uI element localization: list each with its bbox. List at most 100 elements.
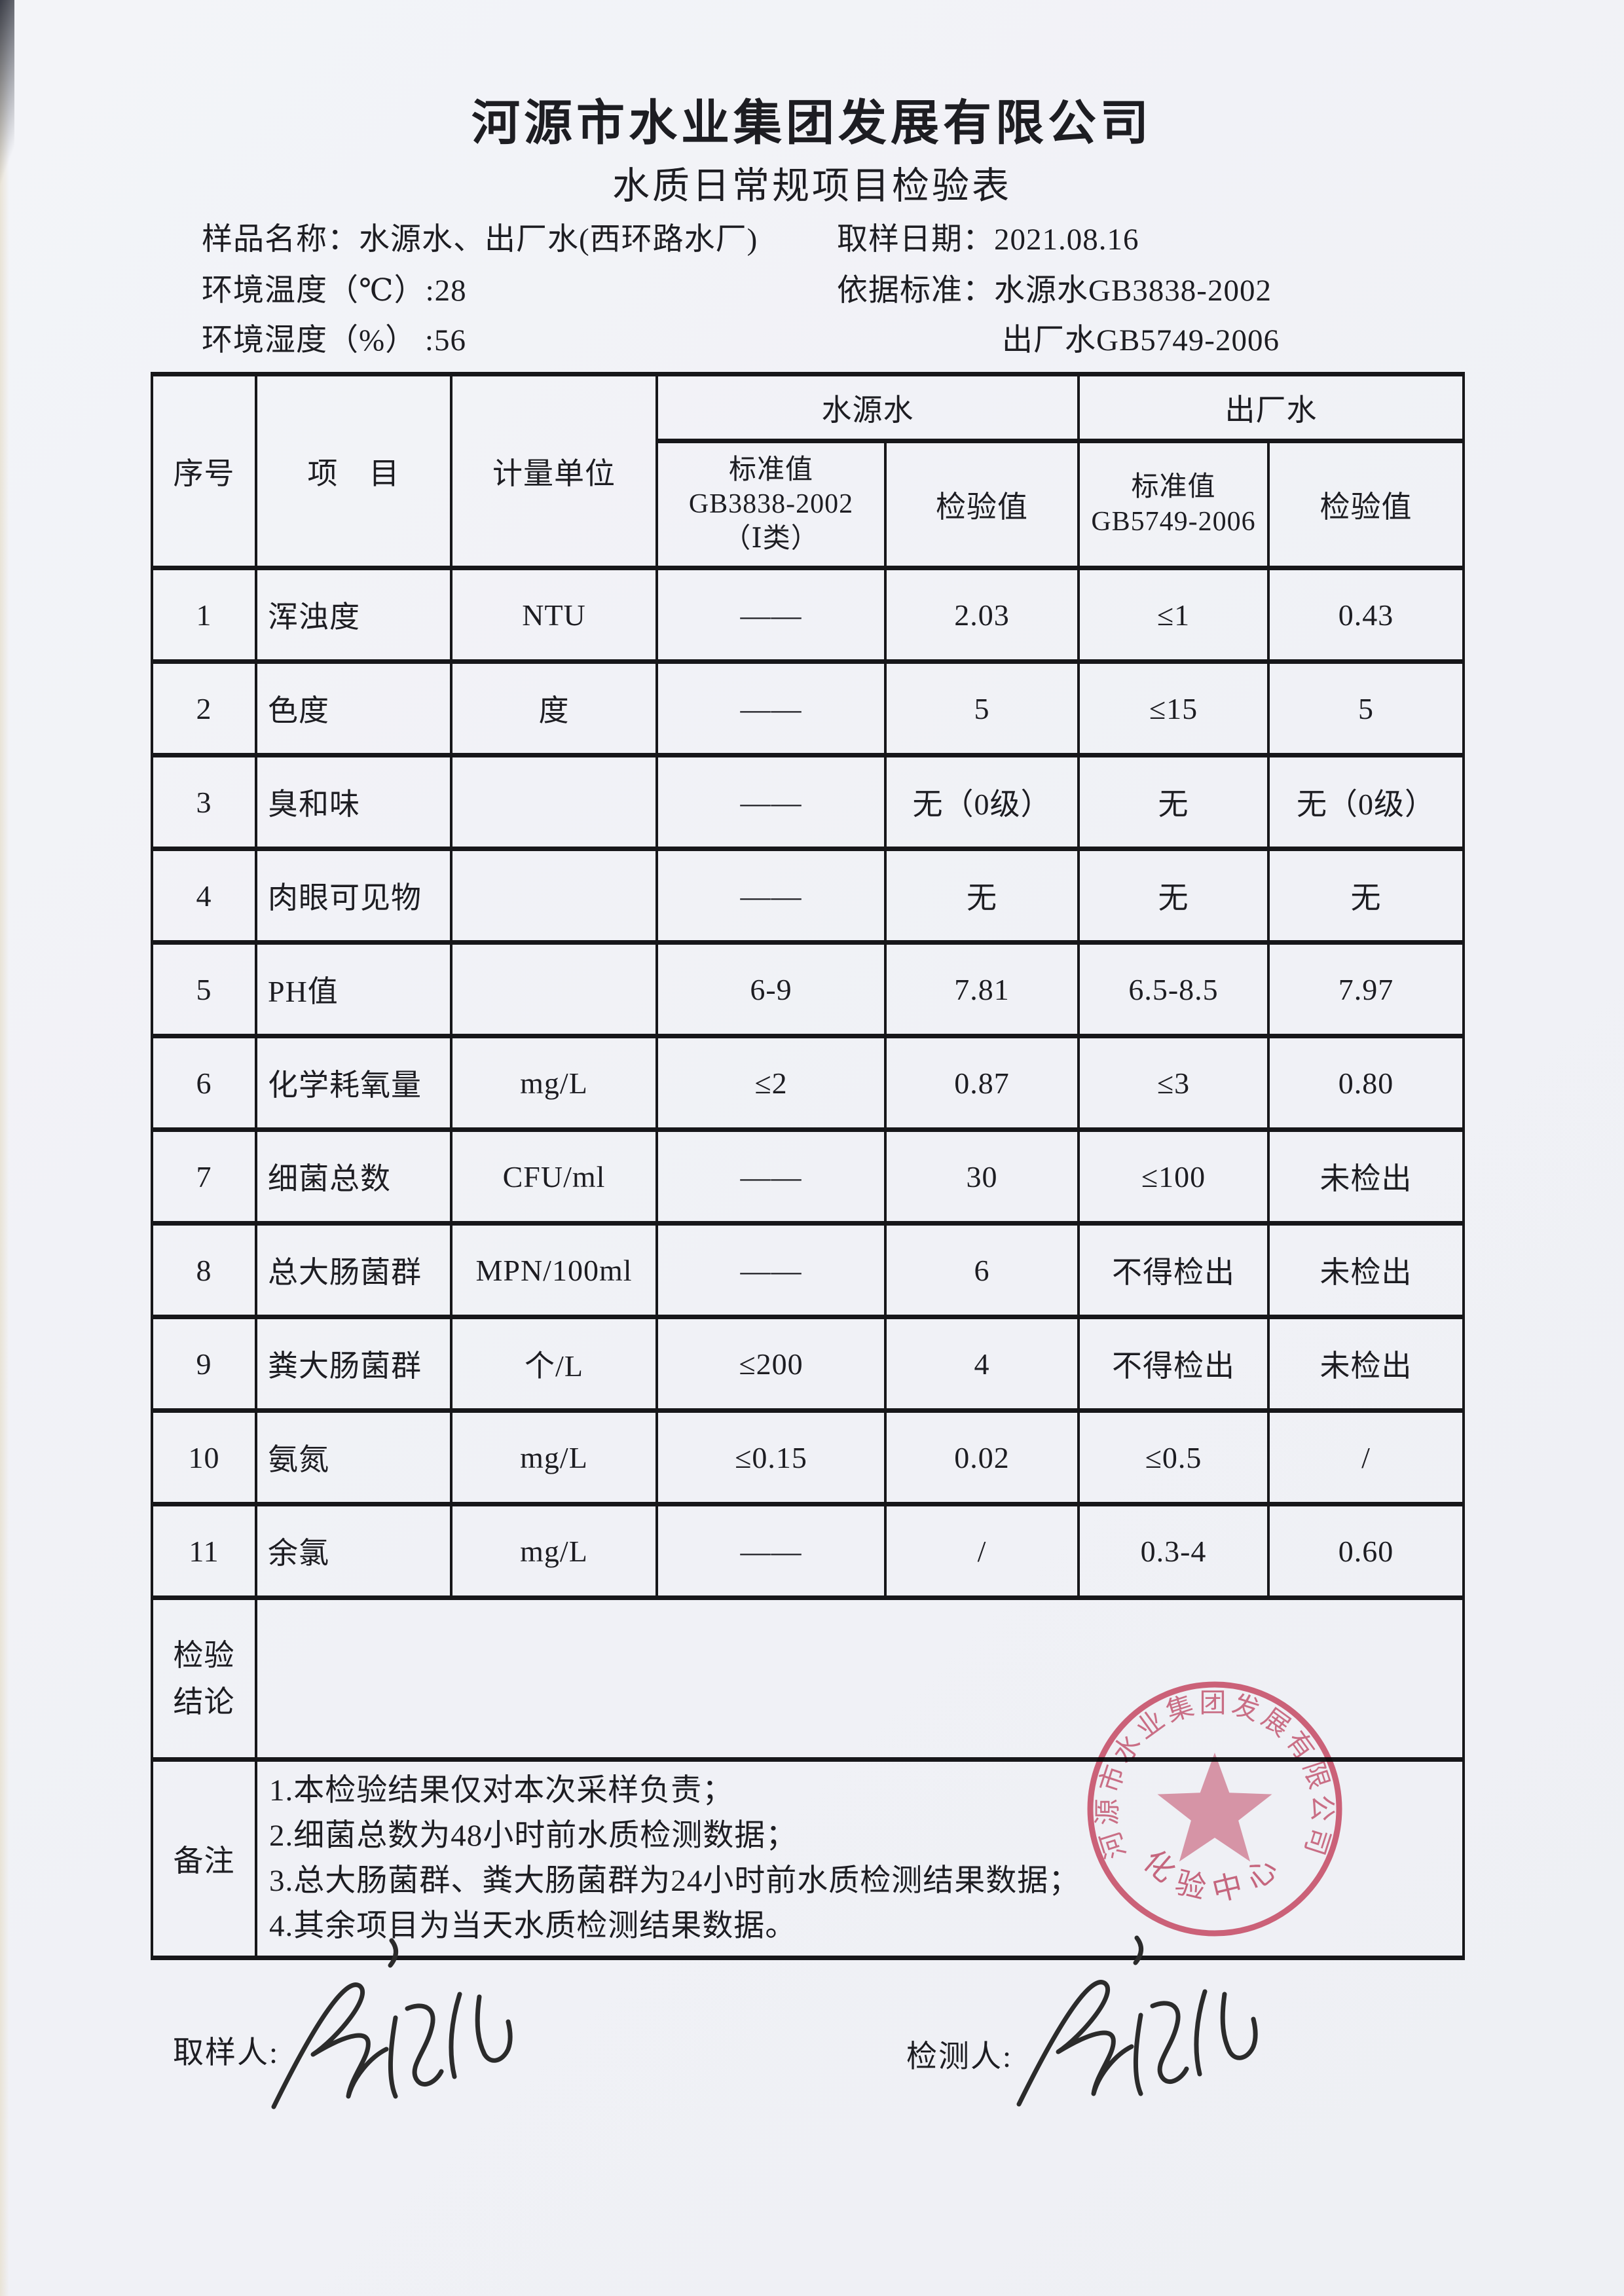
- cell-val-factory: 未检出: [1267, 1221, 1465, 1319]
- company-title: 河源市水业集团发展有限公司: [471, 97, 1153, 151]
- tester-label: 检测人:: [906, 2040, 1013, 2074]
- tester-signature: [1016, 1935, 1258, 2107]
- humidity-label: 环境湿度（%） :: [202, 323, 434, 357]
- table-row: 9 粪大肠菌群 个/L ≤200 4 不得检出 未检出: [151, 1315, 1465, 1413]
- cell-std-factory: 无: [1077, 753, 1270, 851]
- sampler-label: 取样人:: [173, 2036, 280, 2070]
- cell-val-source: 无: [884, 847, 1080, 945]
- cell-std-factory: 0.3-4: [1077, 1502, 1270, 1600]
- ambient-humidity-line: 环境湿度（%） :56: [202, 314, 466, 359]
- cell-no: 6: [151, 1034, 257, 1132]
- cell-no: 11: [151, 1502, 257, 1600]
- seal-star: [1157, 1753, 1272, 1862]
- company-seal: 河源市水业集团发展有限公司 化验中心: [1087, 1681, 1342, 1937]
- cell-val-source: 0.87: [884, 1034, 1080, 1132]
- water-quality-table: 序号 项 目 计量单位 水源水 出厂水 标准值 GB3838-2002 （Ⅰ类）…: [151, 372, 1465, 1960]
- standard-label: 依据标准：: [837, 274, 994, 308]
- cell-std-factory: ≤15: [1077, 659, 1270, 757]
- cell-unit: CFU/ml: [450, 1127, 658, 1226]
- cell-unit: mg/L: [450, 1408, 658, 1506]
- sample-name-label: 样品名称：: [202, 223, 359, 257]
- sampling-date-line: 取样日期：2021.08.16: [837, 213, 1139, 259]
- table-row: 3 臭和味 —— 无（0级） 无 无（0级）: [151, 753, 1465, 851]
- standard-source-water: 水源水GB3838-2002: [994, 274, 1272, 308]
- cell-val-factory: /: [1267, 1408, 1465, 1506]
- cell-std-factory: ≤3: [1077, 1034, 1270, 1132]
- ambient-temperature-line: 环境温度（℃）:28: [202, 264, 467, 310]
- humidity-value: 56: [434, 323, 466, 357]
- cell-no: 3: [151, 753, 257, 851]
- cell-val-source: 5: [884, 659, 1080, 757]
- sampling-date-label: 取样日期：: [837, 223, 994, 257]
- sampler-signature: [271, 1938, 513, 2109]
- svg-text:化验中心: 化验中心: [1137, 1844, 1293, 1908]
- scan-corner-shadow: [0, 0, 14, 210]
- sample-name-value: 水源水、出厂水(西环路水厂): [359, 223, 758, 257]
- seal-center-text: 化验中心: [1137, 1844, 1281, 1908]
- group-header-source-water: 水源水: [655, 372, 1080, 443]
- cell-std-source: ——: [655, 659, 887, 757]
- col-header-item: 项 目: [255, 372, 452, 570]
- cell-val-source: 0.02: [884, 1408, 1080, 1506]
- cell-no: 1: [151, 566, 257, 664]
- cell-val-source: 2.03: [884, 566, 1080, 664]
- temperature-label: 环境温度（℃）:: [202, 274, 435, 308]
- standard-label-line: 标准值: [1131, 472, 1216, 502]
- cell-item: 化学耗氧量: [255, 1034, 452, 1132]
- table-row: 5 PH值 6-9 7.81 6.5-8.5 7.97: [151, 940, 1465, 1038]
- cell-unit: [450, 940, 658, 1038]
- table-row: 10 氨氮 mg/L ≤0.15 0.02 ≤0.5 /: [151, 1408, 1465, 1506]
- remark-line: 3.总大肠菌群、粪大肠菌群为24小时前水质检测结果数据；: [269, 1864, 1080, 1898]
- form-title: 水质日常规项目检验表: [612, 166, 1012, 207]
- cell-std-source: ——: [655, 847, 887, 945]
- table-header-row-2: 标准值 GB3838-2002 （Ⅰ类） 检验值 标准值 GB5749-2006…: [152, 439, 1465, 570]
- cell-std-source: ≤2: [655, 1034, 887, 1132]
- table-row: 4 肉眼可见物 —— 无 无 无: [151, 847, 1465, 945]
- table-row: 2 色度 度 —— 5 ≤15 5: [151, 659, 1465, 757]
- cell-item: 粪大肠菌群: [255, 1315, 452, 1413]
- table-row: 7 细菌总数 CFU/ml —— 30 ≤100 未检出: [151, 1127, 1465, 1226]
- group-header-factory-water: 出厂水: [1077, 372, 1465, 443]
- conclusion-label-line: 结论: [173, 1685, 235, 1719]
- remark-line: 2.细菌总数为48小时前水质检测数据；: [269, 1819, 798, 1853]
- col-header-checkvalue-factory: 检验值: [1267, 439, 1465, 570]
- cell-no: 4: [151, 847, 257, 945]
- sampling-date-value: 2021.08.16: [994, 223, 1139, 257]
- cell-unit: NTU: [450, 566, 658, 664]
- cell-std-factory: ≤1: [1077, 566, 1270, 664]
- cell-no: 7: [151, 1127, 257, 1226]
- col-header-unit: 计量单位: [450, 372, 658, 570]
- cell-val-source: /: [884, 1502, 1080, 1600]
- cell-val-factory: 未检出: [1267, 1127, 1465, 1226]
- remark-line: 4.其余项目为当天水质检测结果数据。: [269, 1909, 797, 1943]
- cell-val-source: 4: [884, 1315, 1080, 1413]
- cell-unit: 度: [450, 659, 658, 757]
- cell-std-source: ——: [655, 1127, 887, 1226]
- standard-class-line: （Ⅰ类）: [723, 523, 819, 554]
- conclusion-row: 检验 结论: [151, 1595, 1465, 1762]
- cell-item: 氨氮: [255, 1408, 452, 1506]
- cell-item: 余氯: [255, 1502, 452, 1600]
- cell-unit: 个/L: [450, 1315, 658, 1413]
- cell-val-factory: 0.80: [1267, 1034, 1465, 1132]
- scan-left-edge: [0, 0, 9, 2296]
- table-row: 1 浑浊度 NTU —— 2.03 ≤1 0.43: [151, 566, 1465, 664]
- cell-val-source: 7.81: [884, 940, 1080, 1038]
- table-row: 6 化学耗氧量 mg/L ≤2 0.87 ≤3 0.80: [151, 1034, 1465, 1132]
- cell-item: 肉眼可见物: [255, 847, 452, 945]
- cell-std-factory: 无: [1077, 847, 1270, 945]
- remarks-label: 备注: [151, 1757, 257, 1960]
- cell-no: 10: [151, 1408, 257, 1506]
- cell-val-factory: 无（0级）: [1267, 753, 1465, 851]
- standard-label-line: 标准值: [728, 454, 813, 485]
- seal-ring: [1087, 1681, 1342, 1937]
- cell-val-factory: 无: [1267, 847, 1465, 945]
- cell-no: 8: [151, 1221, 257, 1319]
- cell-std-source: ——: [655, 753, 887, 851]
- cell-no: 5: [151, 940, 257, 1038]
- col-header-standard-source: 标准值 GB3838-2002 （Ⅰ类）: [655, 439, 887, 570]
- cell-std-factory: ≤0.5: [1077, 1408, 1270, 1506]
- cell-item: 臭和味: [255, 753, 452, 851]
- standard-code-line: GB5749-2006: [1091, 506, 1256, 537]
